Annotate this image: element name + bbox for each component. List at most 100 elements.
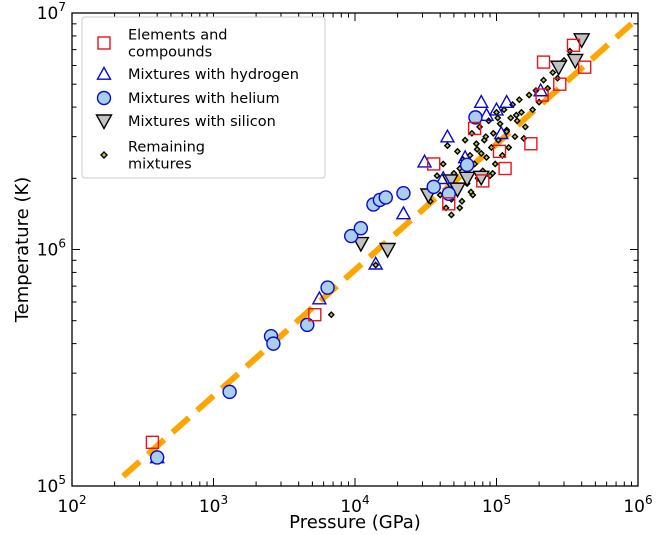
legend-marker bbox=[100, 151, 108, 159]
x-tick-label: 106 bbox=[623, 493, 652, 517]
data-point bbox=[311, 290, 328, 305]
data-point bbox=[467, 121, 482, 136]
data-point bbox=[498, 161, 512, 176]
data-point bbox=[494, 114, 502, 122]
data-point bbox=[435, 170, 451, 185]
data-point bbox=[266, 336, 281, 351]
data-point bbox=[482, 133, 490, 141]
data-point bbox=[549, 60, 568, 77]
data-point bbox=[512, 111, 520, 119]
data-point bbox=[378, 242, 397, 259]
data-point bbox=[439, 128, 456, 143]
data-point bbox=[300, 317, 315, 333]
data-point bbox=[149, 450, 165, 465]
data-point bbox=[308, 308, 322, 322]
data-point bbox=[577, 60, 592, 74]
legend-item: Mixtures with hydrogen bbox=[96, 66, 299, 83]
data-point bbox=[539, 76, 548, 84]
data-point bbox=[458, 197, 466, 205]
data-point bbox=[532, 82, 549, 97]
data-point bbox=[489, 129, 497, 137]
data-point bbox=[536, 55, 551, 69]
y-tick-label: 106 bbox=[37, 237, 66, 261]
data-point bbox=[482, 153, 491, 162]
data-point bbox=[459, 157, 475, 173]
data-point bbox=[553, 77, 567, 91]
x-tick-label: 103 bbox=[199, 493, 228, 517]
y-tick-label: 105 bbox=[37, 473, 66, 497]
data-point bbox=[472, 140, 480, 148]
data-point bbox=[473, 145, 481, 153]
data-point bbox=[343, 228, 359, 244]
data-point bbox=[443, 142, 452, 150]
data-point bbox=[441, 186, 456, 201]
data-point bbox=[529, 106, 537, 114]
data-point bbox=[439, 160, 447, 168]
data-point bbox=[513, 117, 521, 125]
data-point bbox=[535, 88, 549, 102]
data-point bbox=[396, 186, 411, 201]
legend-item: Mixtures with silicon bbox=[95, 114, 276, 130]
data-points bbox=[145, 33, 592, 465]
x-tick-label: 104 bbox=[340, 493, 369, 517]
legend-label: Mixtures with hydrogen bbox=[128, 67, 299, 83]
x-tick-label: 102 bbox=[57, 493, 86, 517]
fit-line bbox=[121, 21, 634, 479]
data-point bbox=[353, 221, 369, 236]
data-point bbox=[447, 211, 455, 219]
data-point bbox=[222, 384, 237, 400]
data-point bbox=[145, 435, 160, 450]
data-point bbox=[372, 261, 380, 269]
legend-item: Mixtures with helium bbox=[96, 90, 280, 107]
series-circle bbox=[149, 110, 483, 465]
data-point bbox=[473, 94, 489, 109]
y-axis-label: Temperature (K) bbox=[12, 177, 33, 324]
data-point bbox=[456, 204, 464, 212]
data-point bbox=[524, 137, 538, 151]
data-point bbox=[503, 128, 511, 136]
data-point bbox=[476, 174, 490, 188]
data-point bbox=[378, 190, 393, 205]
data-point bbox=[525, 91, 533, 99]
data-point bbox=[493, 125, 509, 140]
legend-marker bbox=[95, 114, 113, 130]
data-point bbox=[461, 136, 469, 144]
data-point bbox=[496, 120, 504, 128]
data-point bbox=[515, 96, 523, 104]
data-point bbox=[521, 123, 529, 131]
data-point bbox=[320, 280, 335, 295]
data-point bbox=[549, 68, 557, 77]
data-point bbox=[505, 143, 513, 152]
data-point bbox=[367, 255, 384, 270]
data-point bbox=[492, 144, 507, 159]
legend-label: Mixtures with helium bbox=[128, 91, 280, 107]
legend-label: Elements and bbox=[128, 28, 227, 44]
data-point bbox=[442, 197, 456, 211]
x-axis-label: Pressure (GPa) bbox=[289, 512, 421, 533]
data-point bbox=[489, 169, 497, 177]
data-point bbox=[498, 94, 515, 109]
data-point bbox=[491, 160, 499, 168]
tick-labels: 102 103 104 105 106 105 106 107 bbox=[37, 0, 653, 517]
data-point bbox=[573, 33, 591, 49]
data-point bbox=[352, 236, 370, 253]
data-point bbox=[327, 311, 335, 319]
legend-box bbox=[81, 16, 326, 179]
data-point bbox=[500, 106, 508, 114]
data-point bbox=[468, 110, 483, 125]
series-square bbox=[145, 38, 592, 450]
data-point bbox=[488, 101, 505, 116]
data-point bbox=[477, 149, 485, 157]
data-point bbox=[426, 179, 441, 195]
data-point bbox=[566, 38, 581, 53]
legend-label: Remaining bbox=[128, 140, 205, 156]
data-point bbox=[466, 151, 474, 159]
x-tick-label: 105 bbox=[482, 493, 511, 517]
legend-marker bbox=[96, 90, 112, 106]
legend-label: compounds bbox=[128, 45, 212, 61]
data-point bbox=[517, 108, 526, 116]
